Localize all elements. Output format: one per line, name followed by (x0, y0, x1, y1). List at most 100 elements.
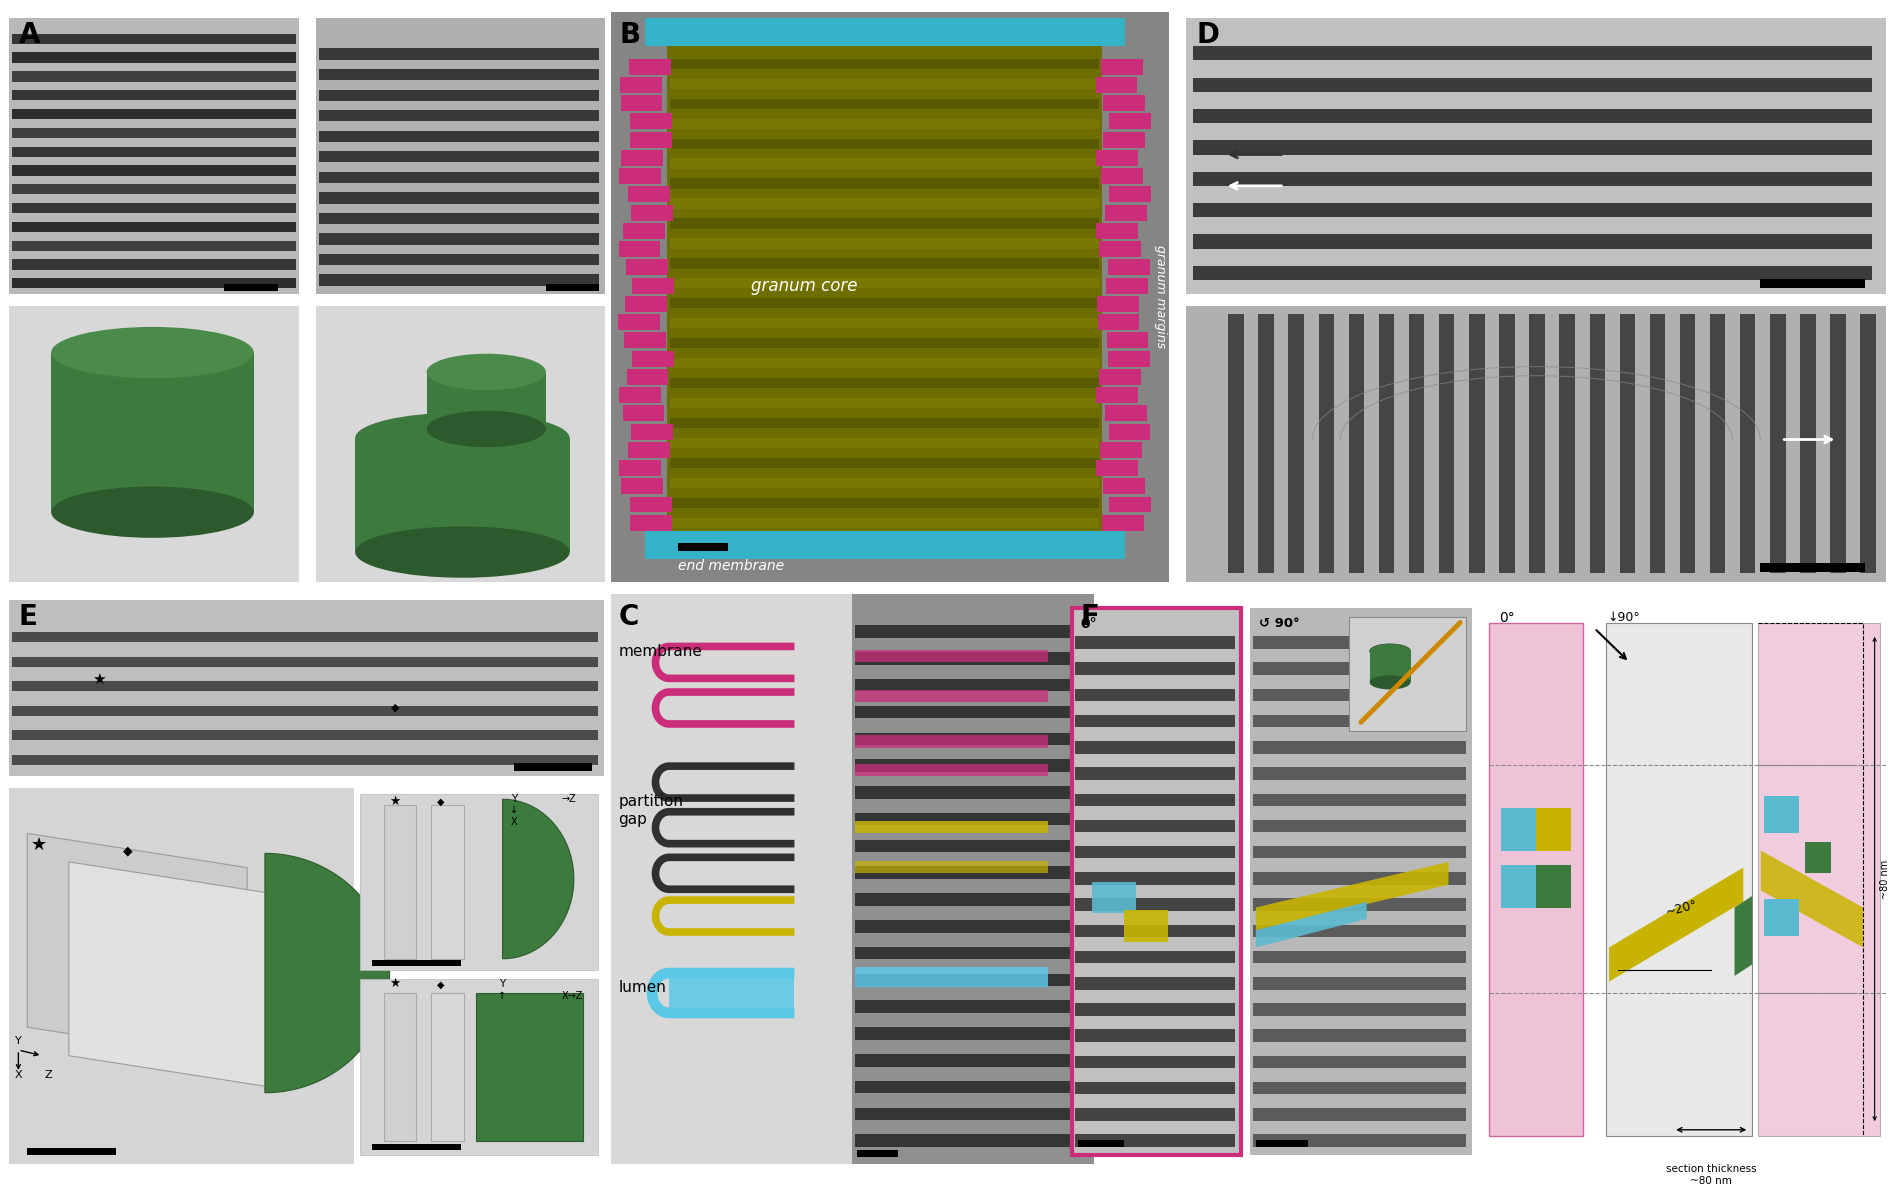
Bar (1370, 650, 1411, 683)
Bar (359, 979, 598, 1156)
Bar (316, 306, 605, 582)
Bar (855, 1054, 1088, 1067)
Text: Y: Y (511, 794, 518, 804)
Bar (1073, 608, 1241, 1156)
Bar (1075, 1082, 1235, 1094)
Bar (1103, 95, 1145, 112)
Bar (1529, 314, 1544, 574)
Ellipse shape (426, 354, 545, 390)
Bar (1253, 1108, 1466, 1121)
Text: granum core: granum core (751, 276, 857, 294)
Bar (1680, 314, 1695, 574)
Bar (1349, 617, 1466, 731)
Bar (645, 18, 1124, 46)
Bar (1589, 314, 1604, 574)
Bar (13, 71, 295, 82)
Bar (1830, 314, 1847, 574)
Text: ◆: ◆ (392, 703, 399, 713)
Bar (855, 625, 1088, 638)
Bar (855, 732, 1088, 745)
Bar (1075, 846, 1235, 858)
Bar (622, 406, 664, 421)
Bar (1095, 460, 1137, 476)
Text: ◆: ◆ (437, 797, 445, 806)
Bar (855, 690, 1048, 702)
Bar (1253, 820, 1466, 833)
Bar (1500, 865, 1538, 907)
Text: C: C (619, 602, 639, 630)
Polygon shape (68, 862, 289, 1090)
Bar (1194, 78, 1873, 91)
Bar (13, 656, 598, 667)
Text: B: B (619, 20, 641, 48)
Bar (628, 186, 670, 203)
Bar (1253, 636, 1466, 649)
Text: Z: Z (44, 1070, 51, 1080)
Text: ◆: ◆ (123, 844, 132, 857)
Bar (1107, 350, 1150, 366)
Bar (670, 179, 1099, 188)
Bar (670, 59, 1099, 68)
Bar (630, 515, 672, 530)
Text: membrane: membrane (619, 643, 702, 659)
Bar (630, 132, 672, 148)
Bar (1194, 203, 1873, 217)
Bar (670, 378, 1099, 389)
Bar (1105, 406, 1147, 421)
Bar (1075, 1056, 1235, 1068)
Bar (1075, 715, 1235, 727)
Bar (1805, 842, 1831, 874)
Polygon shape (1256, 902, 1366, 948)
Bar (384, 805, 416, 959)
Bar (1799, 314, 1816, 574)
Bar (316, 18, 605, 294)
Bar (384, 994, 416, 1141)
Bar (1075, 950, 1235, 964)
Bar (1099, 241, 1141, 257)
Bar (1099, 368, 1141, 385)
Text: →Z: →Z (562, 794, 577, 804)
Bar (1194, 172, 1873, 186)
Bar (1228, 314, 1243, 574)
Ellipse shape (426, 410, 545, 448)
Bar (320, 212, 600, 224)
Bar (1075, 1030, 1235, 1042)
Bar (857, 1150, 899, 1157)
Bar (855, 840, 1088, 852)
Text: section thickness
~80 nm: section thickness ~80 nm (1665, 1164, 1756, 1186)
Bar (855, 947, 1088, 959)
Bar (13, 53, 295, 62)
Bar (1319, 314, 1334, 574)
Bar (13, 755, 598, 766)
Bar (670, 517, 1099, 528)
Bar (1075, 742, 1235, 754)
Ellipse shape (1370, 676, 1411, 690)
Bar (1109, 424, 1150, 439)
Bar (1103, 479, 1145, 494)
Bar (670, 198, 1099, 209)
Bar (1253, 1082, 1466, 1094)
Text: ~20°: ~20° (1665, 898, 1699, 919)
Bar (626, 259, 668, 275)
Bar (1251, 608, 1472, 1156)
Bar (624, 332, 666, 348)
Text: D: D (1198, 20, 1220, 48)
Polygon shape (1608, 868, 1743, 982)
Bar (9, 306, 299, 582)
Bar (13, 731, 598, 740)
Bar (1498, 314, 1515, 574)
Bar (670, 457, 1099, 468)
Bar (855, 866, 1088, 878)
Bar (1109, 186, 1150, 203)
Bar (1194, 265, 1873, 280)
Bar (855, 1027, 1088, 1039)
Bar (426, 372, 545, 428)
Bar (13, 127, 295, 138)
Bar (855, 736, 1048, 748)
Bar (1107, 277, 1148, 294)
Bar (611, 594, 853, 1164)
Bar (1092, 882, 1135, 913)
Text: ★: ★ (30, 835, 47, 854)
Bar (619, 241, 660, 257)
Bar (1710, 314, 1726, 574)
